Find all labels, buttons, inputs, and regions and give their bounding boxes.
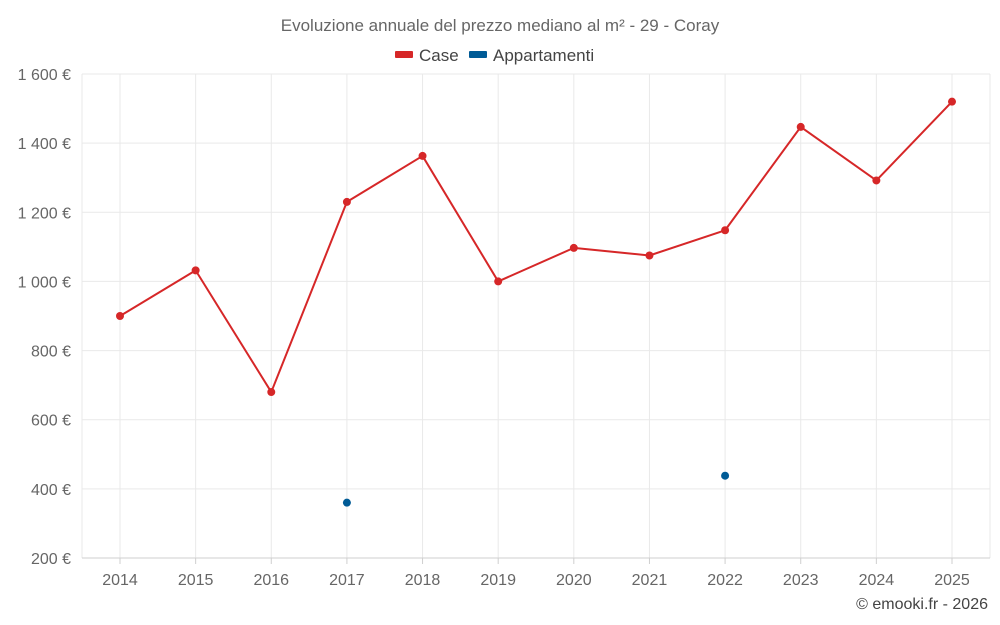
- legend-item-case[interactable]: Case: [395, 46, 459, 65]
- gridlines: [81, 73, 991, 558]
- data-point-case-2017[interactable]: [342, 197, 351, 206]
- y-tick-label: 1 200 €: [18, 205, 71, 222]
- y-tick-label: 800 €: [31, 344, 71, 361]
- y-tick-label: 600 €: [31, 413, 71, 430]
- data-point-case-2018[interactable]: [418, 151, 427, 160]
- x-tick-label: 2019: [480, 572, 516, 589]
- y-tick-label: 400 €: [31, 482, 71, 499]
- data-point-case-2016[interactable]: [267, 388, 276, 397]
- axes: [82, 557, 990, 564]
- legend-swatch-case: [395, 51, 413, 58]
- data-point-case-2024[interactable]: [872, 176, 881, 185]
- x-tick-label: 2018: [405, 572, 441, 589]
- series-line-case: [119, 100, 953, 394]
- data-point-case-2023[interactable]: [796, 122, 805, 131]
- x-tick-label: 2023: [783, 572, 819, 589]
- data-point-case-2025[interactable]: [948, 97, 956, 106]
- series: [116, 97, 956, 507]
- y-axis-ticks: 200 € 400 € 600 € 800 € 1 000 € 1 200 € 1 400 …: [18, 67, 71, 568]
- x-tick-label: 2017: [329, 572, 365, 589]
- legend-item-appartamenti[interactable]: Appartamenti: [469, 46, 594, 65]
- x-tick-label: 2014: [102, 572, 138, 589]
- x-tick-label: 2020: [556, 572, 592, 589]
- x-tick-label: 2025: [934, 572, 970, 589]
- legend-swatch-appartamenti: [469, 51, 487, 58]
- data-point-appartamenti-2022[interactable]: [721, 471, 730, 480]
- legend: Case Appartamenti: [395, 46, 594, 65]
- data-point-case-2021[interactable]: [645, 251, 654, 260]
- data-point-case-2019[interactable]: [494, 277, 503, 286]
- chart-title: Evoluzione annuale del prezzo mediano al…: [281, 16, 720, 35]
- series-appartamenti: [342, 471, 730, 507]
- x-tick-label: 2015: [178, 572, 214, 589]
- y-tick-label: 1 400 €: [18, 136, 71, 153]
- data-point-case-2014[interactable]: [116, 312, 124, 320]
- data-point-appartamenti-2017[interactable]: [342, 498, 351, 507]
- series-case: [116, 97, 956, 397]
- x-tick-label: 2021: [632, 572, 668, 589]
- data-point-case-2022[interactable]: [721, 226, 730, 235]
- credit-text: © emooki.fr - 2026: [856, 596, 988, 613]
- legend-label-appartamenti: Appartamenti: [493, 46, 594, 65]
- data-point-case-2015[interactable]: [191, 266, 200, 275]
- x-axis-ticks: 2014 2015 2016 2017 2018 2019 2020 2021 2022 2023…: [102, 572, 970, 589]
- x-tick-label: 2022: [707, 572, 743, 589]
- data-point-case-2020[interactable]: [569, 243, 578, 252]
- x-tick-label: 2016: [253, 572, 289, 589]
- y-tick-label: 1 000 €: [18, 274, 71, 291]
- x-tick-label: 2024: [859, 572, 895, 589]
- y-tick-label: 1 600 €: [18, 67, 71, 84]
- legend-label-case: Case: [419, 46, 459, 65]
- y-tick-label: 200 €: [31, 551, 71, 568]
